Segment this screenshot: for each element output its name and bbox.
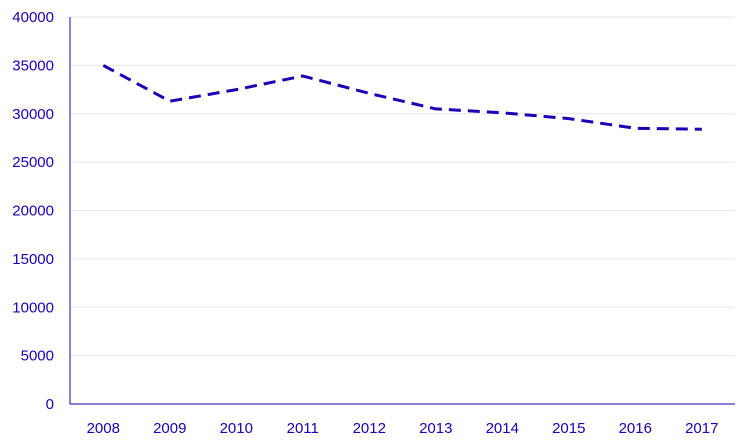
data-point	[567, 117, 571, 121]
data-point	[633, 126, 637, 130]
x-tick-labels: 2008 2009 2010 2011 2012 2013 2014 2015 2016 2017	[87, 420, 719, 437]
y-tick-label: 5000	[21, 348, 54, 365]
data-point	[301, 74, 305, 78]
data-point	[367, 91, 371, 95]
y-tick-label: 10000	[12, 299, 54, 316]
y-tick-label: 0	[46, 396, 54, 413]
y-tick-label: 15000	[12, 251, 54, 268]
x-tick-label: 2012	[353, 420, 386, 437]
axes	[69, 17, 735, 405]
x-tick-label: 2017	[685, 420, 718, 437]
data-point	[434, 107, 438, 111]
x-tick-label: 2009	[153, 420, 186, 437]
data-point	[500, 111, 504, 115]
x-tick-label: 2013	[419, 420, 452, 437]
x-tick-label: 2011	[287, 420, 319, 437]
gridlines	[70, 16, 735, 357]
data-point	[234, 88, 238, 92]
x-tick-label: 2015	[552, 420, 585, 437]
y-tick-label: 20000	[12, 203, 54, 220]
y-tick-label: 30000	[12, 106, 54, 123]
data-point	[168, 99, 172, 103]
x-tick-label: 2016	[619, 420, 652, 437]
x-tick-label: 2008	[87, 420, 120, 437]
data-point	[700, 127, 704, 131]
x-tick-label: 2010	[220, 420, 253, 437]
y-tick-labels: 0 5000 10000 15000 20000 25000 30000 35000 40000	[12, 9, 54, 413]
x-tick-label: 2014	[486, 420, 519, 437]
data-point	[101, 63, 105, 67]
series	[101, 63, 704, 131]
y-tick-label: 25000	[12, 154, 54, 171]
series-line	[102, 64, 702, 131]
y-tick-label: 40000	[12, 9, 54, 26]
y-tick-label: 35000	[12, 57, 54, 74]
